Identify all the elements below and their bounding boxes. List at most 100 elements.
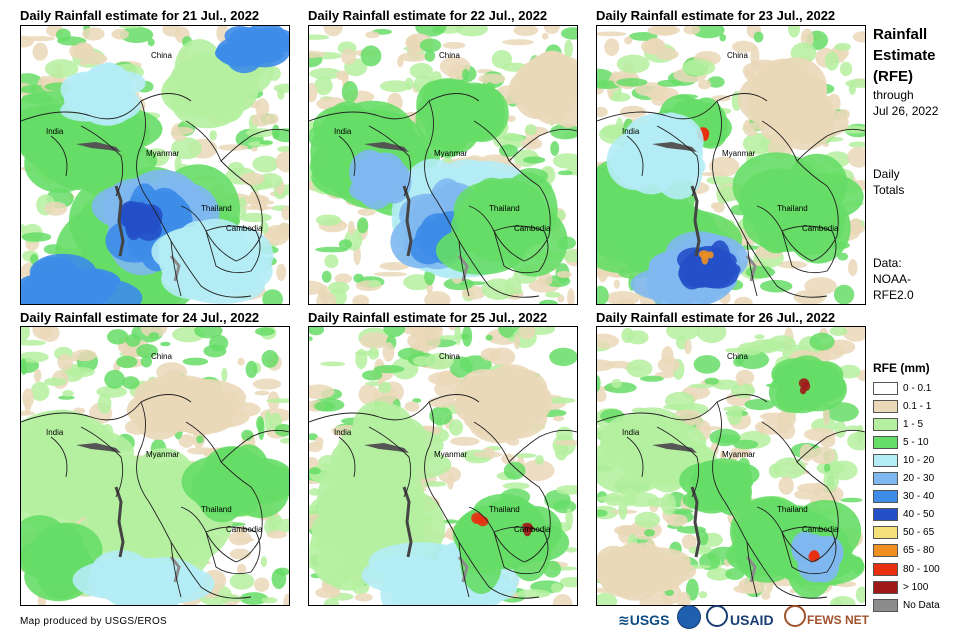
country-border xyxy=(493,225,549,274)
rain-patch xyxy=(261,350,279,368)
rain-patch xyxy=(328,281,350,294)
rain-cell xyxy=(121,557,172,590)
rain-patch xyxy=(256,416,265,432)
map-svg: China India Myanmar Thailand Cambodia xyxy=(309,26,577,304)
rain-patch xyxy=(357,208,376,216)
rain-patch xyxy=(491,50,513,69)
country-border xyxy=(626,135,644,177)
country-label-cambodia: Cambodia xyxy=(226,525,263,534)
rain-patch xyxy=(651,93,668,106)
rain-patch xyxy=(731,40,756,53)
rain-patch xyxy=(837,364,861,379)
rain-patch xyxy=(736,378,745,386)
country-border xyxy=(309,394,480,423)
legend-label: No Data xyxy=(903,599,940,611)
rain-cell xyxy=(604,554,676,591)
legend-swatch xyxy=(873,417,898,431)
rain-patch xyxy=(379,80,411,93)
rain-cell xyxy=(367,152,403,178)
rain-patch xyxy=(824,463,831,473)
rain-patch xyxy=(83,53,108,65)
legend-label: 80 - 100 xyxy=(903,563,940,575)
rain-patch xyxy=(373,365,405,374)
legend-swatch xyxy=(873,381,898,395)
rain-patch xyxy=(21,358,27,376)
rain-patch xyxy=(644,529,655,537)
coastline xyxy=(170,541,252,599)
rain-patch xyxy=(834,420,847,438)
rain-patch xyxy=(334,273,353,284)
rain-patch xyxy=(140,355,152,368)
rain-patch xyxy=(545,291,561,298)
rain-patch xyxy=(409,62,433,79)
rain-patch xyxy=(239,172,265,186)
water-body xyxy=(364,142,409,152)
rain-patch xyxy=(428,396,457,408)
rain-patch xyxy=(309,488,320,496)
rain-patch xyxy=(657,79,683,87)
rain-patch xyxy=(646,497,673,508)
rain-patch xyxy=(518,327,536,340)
rfe-title-line2: Estimate xyxy=(873,47,936,64)
legend-row: > 100 xyxy=(873,579,928,595)
map-svg: China India Myanmar Thailand Cambodia xyxy=(21,327,289,605)
rain-patch xyxy=(359,332,390,349)
legend-swatch xyxy=(873,472,898,485)
country-border xyxy=(368,125,412,197)
country-label-india: India xyxy=(46,428,64,437)
rain-patch xyxy=(251,113,272,127)
rain-patch xyxy=(378,382,392,394)
rain-patch xyxy=(597,495,625,502)
data-source-text: Data: NOAA- RFE2.0 xyxy=(873,255,914,303)
rain-patch xyxy=(552,594,573,605)
legend-row: 40 - 50 xyxy=(873,507,934,523)
coastline xyxy=(458,541,540,599)
rain-patch xyxy=(549,347,577,367)
rain-patch xyxy=(616,78,648,87)
rain-patch xyxy=(379,262,409,271)
rain-patch xyxy=(429,406,453,426)
legend-row: 65 - 80 xyxy=(873,543,934,559)
country-border xyxy=(338,135,356,177)
country-label-thailand: Thailand xyxy=(489,505,520,514)
rain-patch xyxy=(506,115,516,122)
country-label-cambodia: Cambodia xyxy=(802,224,839,233)
rain-patch xyxy=(626,359,653,378)
rain-patch xyxy=(629,32,658,41)
rain-patch xyxy=(122,376,140,390)
rain-patch xyxy=(245,360,258,378)
rain-patch xyxy=(686,578,699,601)
rain-patch xyxy=(597,375,601,392)
rain-patch xyxy=(355,348,368,370)
country-border xyxy=(796,128,865,162)
rain-patch xyxy=(242,205,274,210)
rain-patch xyxy=(503,461,526,480)
noaa-logo-icon xyxy=(677,605,701,629)
rain-patch xyxy=(617,526,649,536)
data-rfe: RFE2.0 xyxy=(873,288,914,302)
rfe-title-line1: Rainfall xyxy=(873,26,928,43)
panel-title-1: Daily Rainfall estimate for 21 Jul., 202… xyxy=(20,8,260,23)
rain-patch xyxy=(655,48,679,60)
rain-patch xyxy=(754,334,765,340)
country-border xyxy=(656,426,700,498)
water-body xyxy=(652,142,697,152)
rain-patch xyxy=(272,518,289,533)
rain-patch xyxy=(250,146,258,152)
country-label-india: India xyxy=(334,428,352,437)
country-label-india: India xyxy=(622,428,640,437)
rain-patch xyxy=(535,455,544,465)
rain-patch xyxy=(309,34,330,40)
rain-patch xyxy=(707,76,725,88)
rain-patch xyxy=(825,51,839,71)
rain-patch xyxy=(221,367,228,382)
fews-net-logo: FEWS NET xyxy=(807,613,869,627)
rain-patch xyxy=(44,377,67,386)
rain-patch xyxy=(545,397,576,404)
rain-cell xyxy=(487,393,551,423)
rain-patch xyxy=(833,284,855,304)
rain-patch xyxy=(480,347,503,362)
rain-patch xyxy=(24,396,32,415)
rain-patch xyxy=(372,386,398,404)
rain-patch xyxy=(419,38,442,53)
